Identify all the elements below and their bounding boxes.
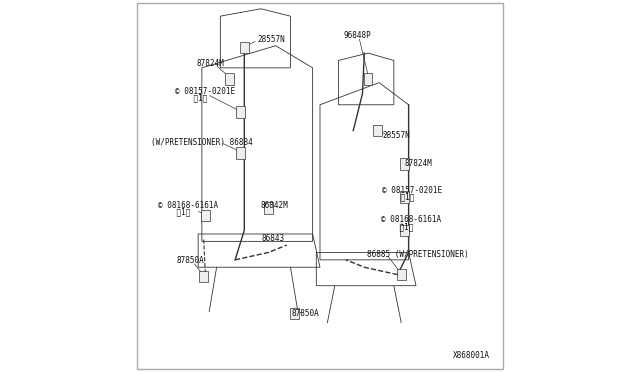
Text: 87824M: 87824M bbox=[404, 158, 432, 168]
Text: © 08168-6161A: © 08168-6161A bbox=[157, 201, 218, 210]
Text: 28557N: 28557N bbox=[382, 131, 410, 140]
Bar bbox=[199, 271, 208, 282]
Text: （1）: （1） bbox=[381, 222, 413, 231]
Text: 87850A: 87850A bbox=[176, 256, 204, 266]
Text: （1）: （1） bbox=[157, 207, 190, 217]
Bar bbox=[401, 191, 410, 203]
Text: 86843: 86843 bbox=[262, 234, 285, 243]
Text: 86842M: 86842M bbox=[261, 201, 289, 210]
Text: 86885 (W/PRETENSIONER): 86885 (W/PRETENSIONER) bbox=[367, 250, 468, 259]
Text: (W/PRETENSIONER) 86884: (W/PRETENSIONER) 86884 bbox=[151, 138, 253, 147]
Text: 87824M: 87824M bbox=[196, 59, 224, 68]
Bar bbox=[264, 202, 273, 214]
Text: 87850A: 87850A bbox=[291, 309, 319, 318]
Bar bbox=[236, 147, 245, 158]
Bar bbox=[372, 125, 381, 137]
Bar bbox=[236, 106, 245, 118]
Bar bbox=[225, 73, 234, 85]
Text: （1）: （1） bbox=[382, 193, 415, 202]
Bar bbox=[401, 158, 410, 170]
Text: 28557N: 28557N bbox=[257, 35, 285, 44]
Bar bbox=[290, 308, 299, 319]
Text: 96848P: 96848P bbox=[344, 31, 372, 40]
Bar bbox=[397, 269, 406, 280]
Bar bbox=[240, 42, 249, 53]
Text: © 08168-6161A: © 08168-6161A bbox=[381, 215, 441, 224]
Bar bbox=[364, 73, 372, 85]
Text: © 08157-0201E: © 08157-0201E bbox=[382, 186, 442, 195]
Text: © 08157-0201E: © 08157-0201E bbox=[175, 87, 236, 96]
Bar bbox=[401, 225, 410, 236]
Bar bbox=[201, 210, 210, 221]
Text: （1）: （1） bbox=[175, 94, 207, 103]
Text: X868001A: X868001A bbox=[453, 351, 490, 360]
